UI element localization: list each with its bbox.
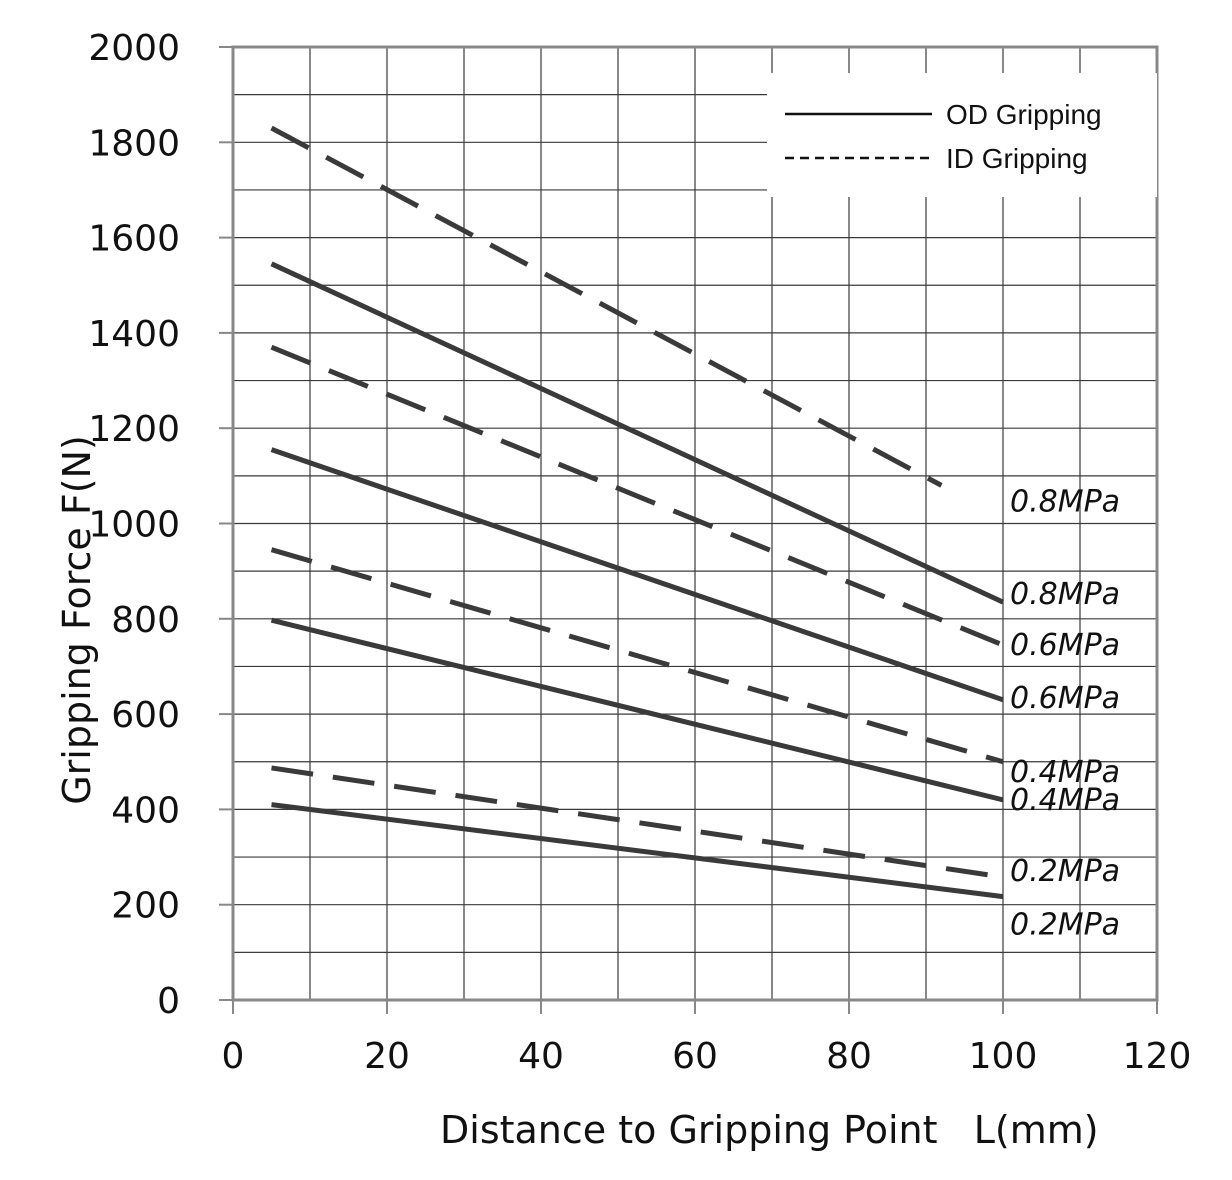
y-tick-label: 600 bbox=[111, 695, 180, 736]
legend-label: OD Gripping bbox=[946, 99, 1102, 130]
y-axis-title: Gripping Force F(N) bbox=[55, 435, 99, 805]
series-end-label: 0.8MPa bbox=[1010, 484, 1120, 519]
x-tick-label: 0 bbox=[222, 1036, 245, 1077]
y-tick-label: 800 bbox=[111, 600, 180, 641]
y-tick-label: 2000 bbox=[88, 28, 180, 69]
legend: OD Gripping ID Gripping bbox=[767, 73, 1157, 197]
series-line-solid bbox=[270, 261, 1005, 605]
series-end-label: 0.6MPa bbox=[1010, 681, 1120, 716]
series-line-dashed bbox=[271, 765, 1004, 880]
y-tick-label: 1200 bbox=[88, 409, 180, 450]
series-end-label: 0.8MPa bbox=[1010, 577, 1120, 612]
series-end-label: 0.4MPa bbox=[1010, 755, 1120, 790]
x-tick-label: 20 bbox=[364, 1036, 410, 1077]
series-end-label: 0.2MPa bbox=[1010, 908, 1120, 943]
series-end-label: 0.4MPa bbox=[1010, 783, 1120, 818]
x-tick-label: 120 bbox=[1123, 1036, 1192, 1077]
series-lines bbox=[270, 125, 1005, 900]
y-tick-label: 1800 bbox=[88, 123, 180, 164]
series-line-solid bbox=[270, 447, 1004, 703]
y-tick-label: 1600 bbox=[88, 219, 180, 260]
y-tick-label: 1000 bbox=[88, 505, 180, 546]
x-tick-label: 60 bbox=[672, 1036, 718, 1077]
series-line-solid bbox=[271, 802, 1004, 900]
series-line-dashed bbox=[270, 344, 1004, 648]
axes: 0 200 400 600 800 1000 1200 1400 1600 1800 2000 0 20… bbox=[88, 28, 1191, 1077]
y-tick-label: 200 bbox=[111, 886, 180, 927]
x-tick-label: 40 bbox=[518, 1036, 564, 1077]
x-tick-label: 80 bbox=[826, 1036, 872, 1077]
series-line-dashed bbox=[270, 547, 1004, 765]
series-end-label: 0.6MPa bbox=[1010, 628, 1120, 663]
y-tick-label: 0 bbox=[157, 981, 180, 1022]
x-axis-title: Distance to Gripping Point L(mm) bbox=[440, 1108, 1099, 1152]
x-tick-label: 100 bbox=[969, 1036, 1038, 1077]
y-tick-label: 400 bbox=[111, 790, 180, 831]
legend-label: ID Gripping bbox=[946, 143, 1088, 174]
series-end-label: 0.2MPa bbox=[1010, 854, 1120, 889]
legend-box bbox=[767, 73, 1157, 197]
y-tick-label: 1400 bbox=[88, 314, 180, 355]
series-line-solid bbox=[270, 617, 1004, 803]
series-line-dashed bbox=[270, 125, 943, 488]
